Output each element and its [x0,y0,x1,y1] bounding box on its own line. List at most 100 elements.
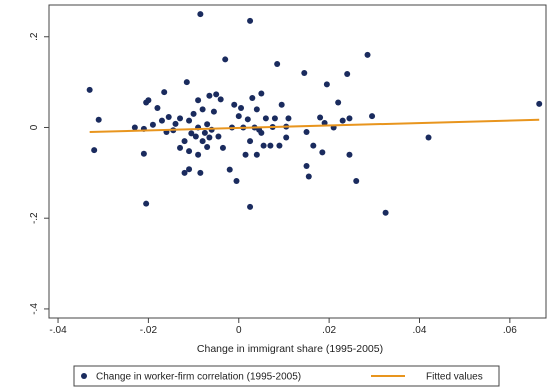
scatter-point [346,115,353,122]
scatter-point [247,138,254,145]
scatter-point [183,79,190,86]
scatter-point [206,134,213,141]
scatter-point [247,17,254,24]
scatter-point [321,119,328,126]
scatter-point [204,143,211,150]
scatter-point [305,173,312,180]
scatter-point [317,114,324,121]
scatter-point [258,129,265,136]
scatter-point [165,114,172,121]
scatter-point [278,101,285,108]
scatter-point [235,113,242,120]
scatter-point [226,166,233,173]
scatter-point [181,169,188,176]
scatter-point [192,133,199,140]
x-axis-title: Change in immigrant share (1995-2005) [197,343,383,355]
scatter-point [346,151,353,158]
scatter-point [262,115,269,122]
x-tick-label: .06 [503,325,517,336]
scatter-point [323,81,330,88]
scatter-point [149,121,156,128]
scatter-point [140,150,147,157]
x-axis: -.04 -.02 0 .02 .04 .06 [49,318,517,336]
fitted-line [89,118,540,134]
scatter-point [271,115,278,122]
y-tick-label: .2 [29,32,40,41]
scatter-point [283,134,290,141]
scatter-point [258,90,265,97]
scatter-point [186,117,193,124]
scatter-point [181,138,188,145]
scatter-point [303,163,310,170]
scatter-point [344,70,351,77]
fitted-line-group [89,118,540,134]
scatter-point [195,97,202,104]
scatter-point [177,115,184,122]
scatter-point [285,115,292,122]
x-tick-label: .04 [413,325,427,336]
plot-frame [48,4,547,319]
scatter-point [161,89,168,96]
scatter-point [301,70,308,77]
scatter-point [369,113,376,120]
scatter-points [86,11,543,216]
scatter-point [249,94,256,101]
scatter-point [131,124,138,131]
y-tick-label: -.4 [29,303,40,315]
x-tick-label: 0 [236,325,242,336]
scatter-point [206,92,213,99]
scatter-point [190,110,197,117]
scatter-point [215,133,222,140]
scatter-point [276,142,283,149]
scatter-point [339,117,346,124]
scatter-point [247,203,254,210]
scatter-point [238,104,245,111]
scatter-point [274,60,281,67]
scatter-point [319,149,326,156]
x-tick-label: .02 [322,325,336,336]
x-tick-label: -.02 [140,325,158,336]
scatter-point [242,151,249,158]
scatter-point [186,148,193,155]
scatter-point [186,166,193,173]
scatter-point [353,178,360,185]
scatter-point [188,130,195,137]
scatter-point [253,106,260,113]
scatter-point [197,11,204,18]
legend-fitted-label: Fitted values [426,372,483,383]
scatter-point [158,117,165,124]
scatter-point [86,86,93,93]
scatter-point [154,104,161,111]
scatter-point [364,51,371,58]
scatter-point [201,129,208,136]
y-tick-label: -.2 [29,212,40,224]
scatter-point [172,120,179,127]
scatter-point [204,121,211,128]
scatter-point [303,129,310,136]
scatter-point [143,200,150,207]
scatter-point [231,101,238,108]
scatter-point [382,209,389,216]
scatter-point [222,56,229,63]
scatter-point [213,91,220,98]
scatter-point [233,178,240,185]
legend-scatter-marker [81,373,87,379]
scatter-point [177,144,184,151]
y-axis: -.4 -.2 0 .2 [29,32,49,315]
scatter-point [536,100,543,107]
scatter-point [425,134,432,141]
scatter-point [145,97,152,104]
scatter-point [95,116,102,123]
scatter-point [210,108,217,115]
y-tick-label: 0 [29,124,40,130]
scatter-point [219,144,226,151]
legend-scatter-label: Change in worker-firm correlation (1995-… [96,372,301,383]
scatter-point [244,116,251,123]
scatter-point [335,99,342,106]
scatter-point [195,151,202,158]
x-tick-label: -.04 [49,325,67,336]
scatter-point [199,106,206,113]
scatter-point [199,138,206,145]
scatter-point [310,142,317,149]
